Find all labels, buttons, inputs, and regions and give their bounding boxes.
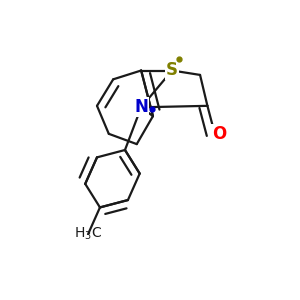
Text: N: N [134, 98, 148, 116]
Text: O: O [212, 125, 226, 143]
Text: H$_3$C: H$_3$C [74, 226, 102, 242]
Text: S: S [166, 61, 178, 80]
